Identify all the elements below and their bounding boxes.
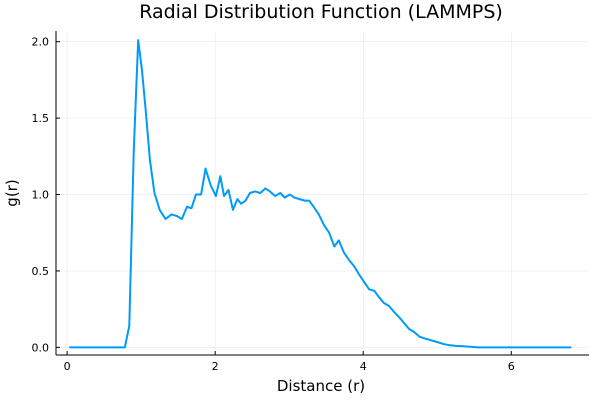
grid [56, 31, 589, 355]
y-tick-label: 0.0 [32, 341, 50, 354]
x-tick-label: 2 [212, 360, 219, 373]
y-tick-label: 1.0 [32, 189, 50, 202]
rdf-series-line [69, 39, 572, 349]
axes [55, 31, 589, 356]
y-tick-label: 0.5 [32, 265, 50, 278]
tick-labels: 0 2 4 6 0.0 0.5 1.0 1.5 2.0 [32, 36, 515, 373]
y-axis-label: g(r) [3, 179, 21, 206]
series-layer [69, 39, 572, 349]
x-tick-label: 0 [64, 360, 71, 373]
x-axis-label: Distance (r) [277, 377, 365, 395]
y-tick-label: 2.0 [32, 36, 50, 49]
chart-title: Radial Distribution Function (LAMMPS) [139, 1, 503, 23]
x-tick-label: 4 [360, 360, 367, 373]
y-tick-label: 1.5 [32, 112, 50, 125]
x-tick-label: 6 [508, 360, 515, 373]
